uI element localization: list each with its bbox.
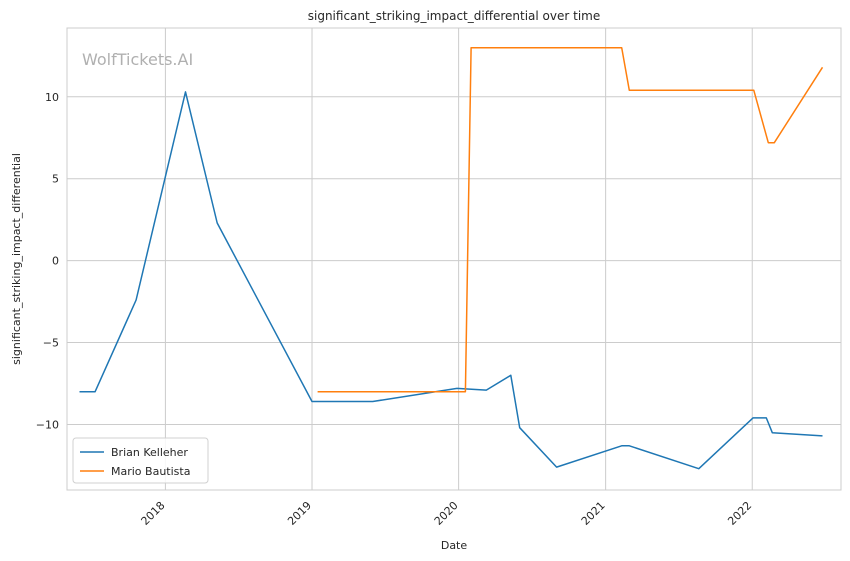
plot-frame xyxy=(66,27,842,491)
x-tick-label: 2019 xyxy=(285,499,314,528)
gridlines xyxy=(67,28,841,490)
y-tick-label: 10 xyxy=(45,91,59,104)
x-tick-label: 2022 xyxy=(725,499,754,528)
y-tick-label: −5 xyxy=(43,337,59,350)
x-axis-title: Date xyxy=(441,539,468,552)
series-line-brian-kelleher xyxy=(79,91,823,470)
legend-label-brian-kelleher: Brian Kelleher xyxy=(111,446,188,459)
x-tick-label: 2018 xyxy=(139,499,168,528)
watermark: WolfTickets.AI xyxy=(82,50,193,69)
legend: Brian Kelleher Mario Bautista xyxy=(72,437,209,484)
y-tick-label: 5 xyxy=(52,173,59,186)
x-tick-label: 2021 xyxy=(579,499,608,528)
y-axis-title: significant_striking_impact_differential xyxy=(10,153,23,365)
series-lines xyxy=(79,46,824,470)
y-tick-label: 0 xyxy=(52,255,59,268)
x-tick-label: 2020 xyxy=(432,499,461,528)
series-line-mario-bautista xyxy=(317,46,824,393)
plot-background xyxy=(67,28,841,490)
y-axis: 10 5 0 −5 −10 xyxy=(36,91,59,432)
x-axis: 2018 2019 2020 2021 2022 xyxy=(139,499,755,528)
legend-box xyxy=(72,437,209,484)
legend-label-mario-bautista: Mario Bautista xyxy=(111,465,190,478)
chart-title: significant_striking_impact_differential… xyxy=(308,9,600,23)
y-tick-label: −10 xyxy=(36,418,59,431)
